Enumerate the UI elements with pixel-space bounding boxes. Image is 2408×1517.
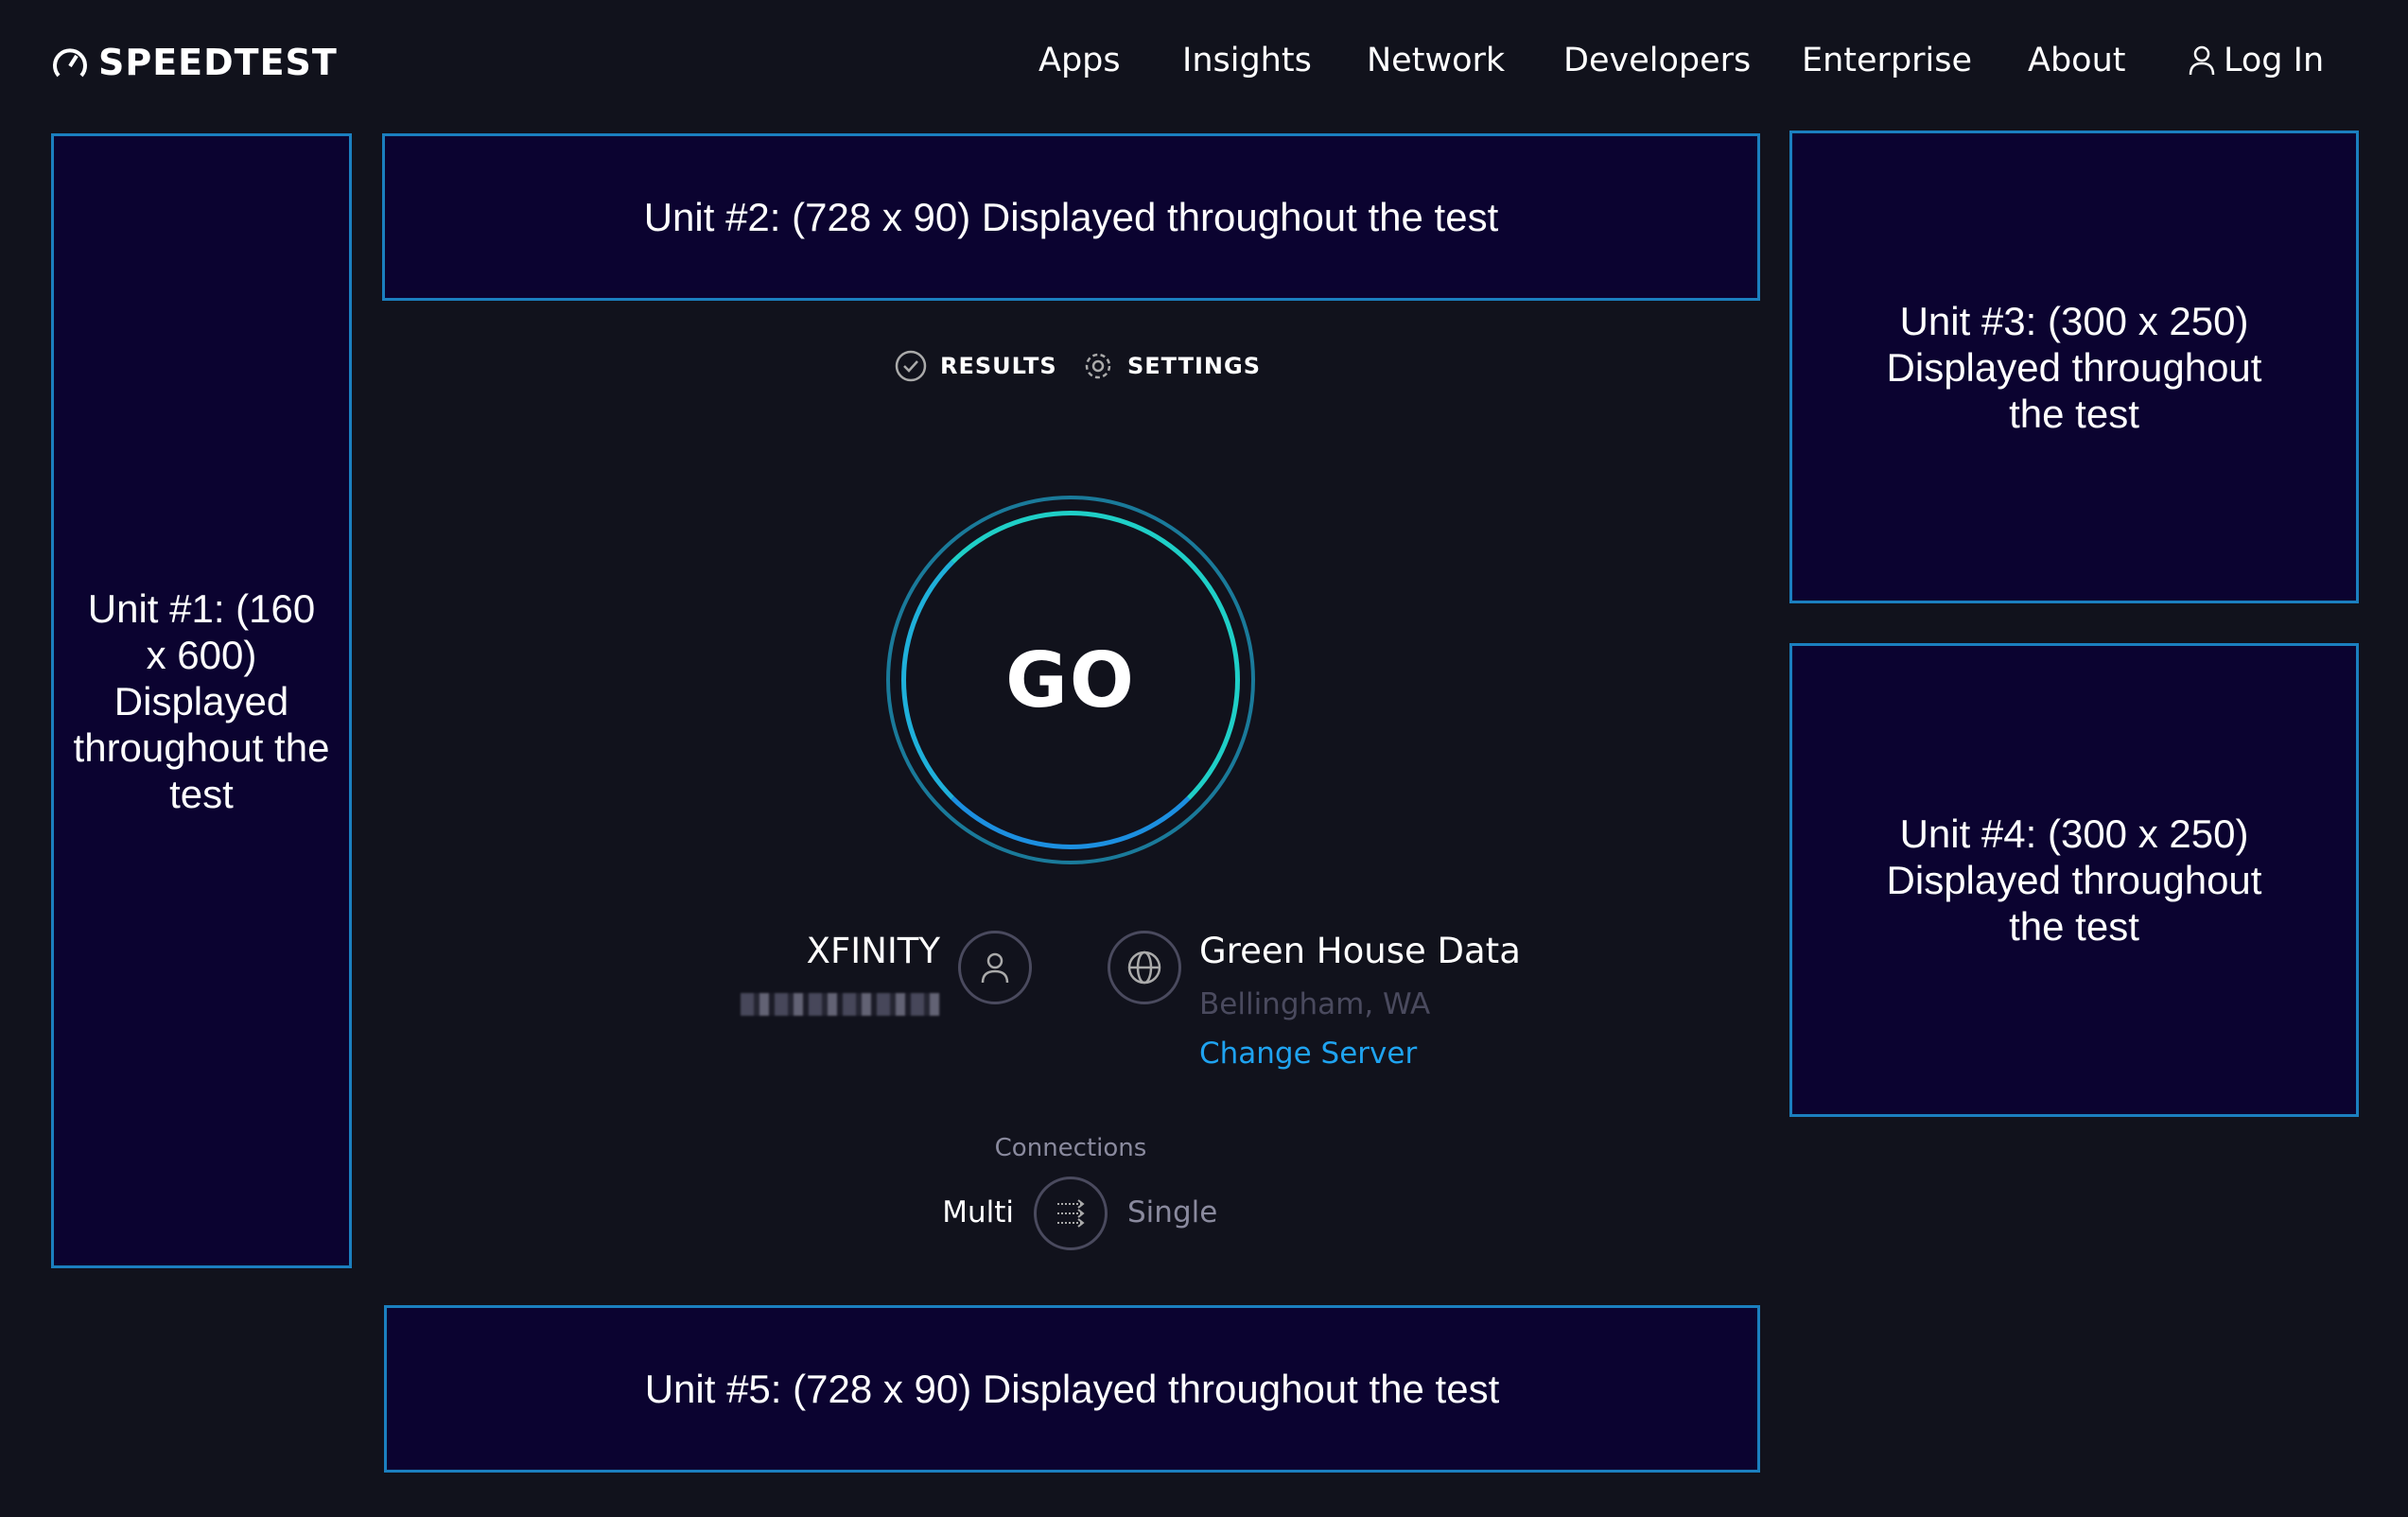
nav-enterprise[interactable]: Enterprise xyxy=(1802,42,1973,79)
ad-unit-2[interactable]: Unit #2: (728 x 90) Displayed throughout… xyxy=(382,133,1760,301)
user-icon xyxy=(2189,45,2215,76)
server-location: Bellingham, WA xyxy=(1199,987,1431,1021)
tab-results[interactable]: RESULTS xyxy=(895,350,1057,382)
nav-insights[interactable]: Insights xyxy=(1182,42,1312,79)
change-server-link[interactable]: Change Server xyxy=(1199,1037,1418,1071)
tab-settings[interactable]: SETTINGS xyxy=(1082,350,1261,382)
connections-toggle[interactable] xyxy=(1034,1177,1108,1250)
connections-label: Connections xyxy=(994,1134,1147,1162)
nav-network[interactable]: Network xyxy=(1367,42,1506,79)
nav-developers[interactable]: Developers xyxy=(1563,42,1752,79)
results-label: RESULTS xyxy=(940,353,1057,379)
isp-name: XFINITY xyxy=(806,931,940,971)
connections-multi[interactable]: Multi xyxy=(942,1195,1014,1229)
redacted-ip xyxy=(741,993,940,1016)
multi-arrows-icon xyxy=(1057,1199,1085,1228)
ad-unit-4[interactable]: Unit #4: (300 x 250) Displayed throughou… xyxy=(1789,643,2359,1117)
login-link[interactable]: Log In xyxy=(2188,42,2324,79)
connections-single[interactable]: Single xyxy=(1127,1195,1218,1229)
ad-unit-1[interactable]: Unit #1: (160 x 600) Displayed throughou… xyxy=(51,133,352,1268)
gauge-icon xyxy=(53,48,87,78)
ad-unit-3[interactable]: Unit #3: (300 x 250) Displayed throughou… xyxy=(1789,131,2359,603)
speedtest-logo[interactable]: SPEEDTEST xyxy=(51,42,338,83)
nav-apps[interactable]: Apps xyxy=(1038,42,1121,79)
isp-user-icon xyxy=(958,931,1032,1004)
logo-text: SPEEDTEST xyxy=(98,42,338,83)
server-name: Green House Data xyxy=(1199,931,1521,971)
go-button[interactable]: GO xyxy=(886,496,1255,864)
nav-about[interactable]: About xyxy=(2028,42,2126,79)
settings-label: SETTINGS xyxy=(1127,353,1261,379)
gear-icon xyxy=(1085,353,1111,379)
globe-icon[interactable] xyxy=(1108,931,1181,1004)
go-label: GO xyxy=(1005,636,1136,724)
check-circle-icon xyxy=(895,350,927,382)
login-label: Log In xyxy=(2224,42,2325,79)
ad-unit-5[interactable]: Unit #5: (728 x 90) Displayed throughout… xyxy=(384,1305,1760,1473)
